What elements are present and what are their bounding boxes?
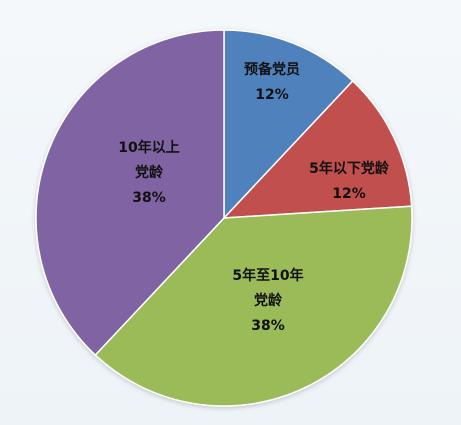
pie-slice-4 bbox=[35, 29, 225, 357]
slice-category-label: 10年以上 bbox=[118, 139, 179, 156]
pie-slices-layer bbox=[35, 29, 413, 407]
slice-category-label: 党龄 bbox=[135, 164, 164, 181]
slice-category-label: 预备党员 bbox=[244, 61, 300, 78]
pie-slice-1 bbox=[223, 29, 354, 220]
slice-label-group-2: 5年以下党龄 12% bbox=[309, 160, 390, 202]
pie-slice-2 bbox=[222, 79, 413, 219]
slice-percentage-label: 38% bbox=[132, 190, 166, 206]
slice-category-label: 5年以下党龄 bbox=[309, 160, 390, 177]
slice-percentage-label: 38% bbox=[251, 318, 285, 334]
pie-slice-3 bbox=[94, 205, 413, 407]
slice-percentage-label: 12% bbox=[332, 186, 366, 202]
slice-percentage-label: 12% bbox=[255, 87, 289, 103]
slice-label-group-1: 预备党员 12% bbox=[244, 61, 300, 103]
slice-category-label: 党龄 bbox=[254, 292, 283, 309]
slice-category-label: 5年至10年 bbox=[232, 267, 303, 284]
